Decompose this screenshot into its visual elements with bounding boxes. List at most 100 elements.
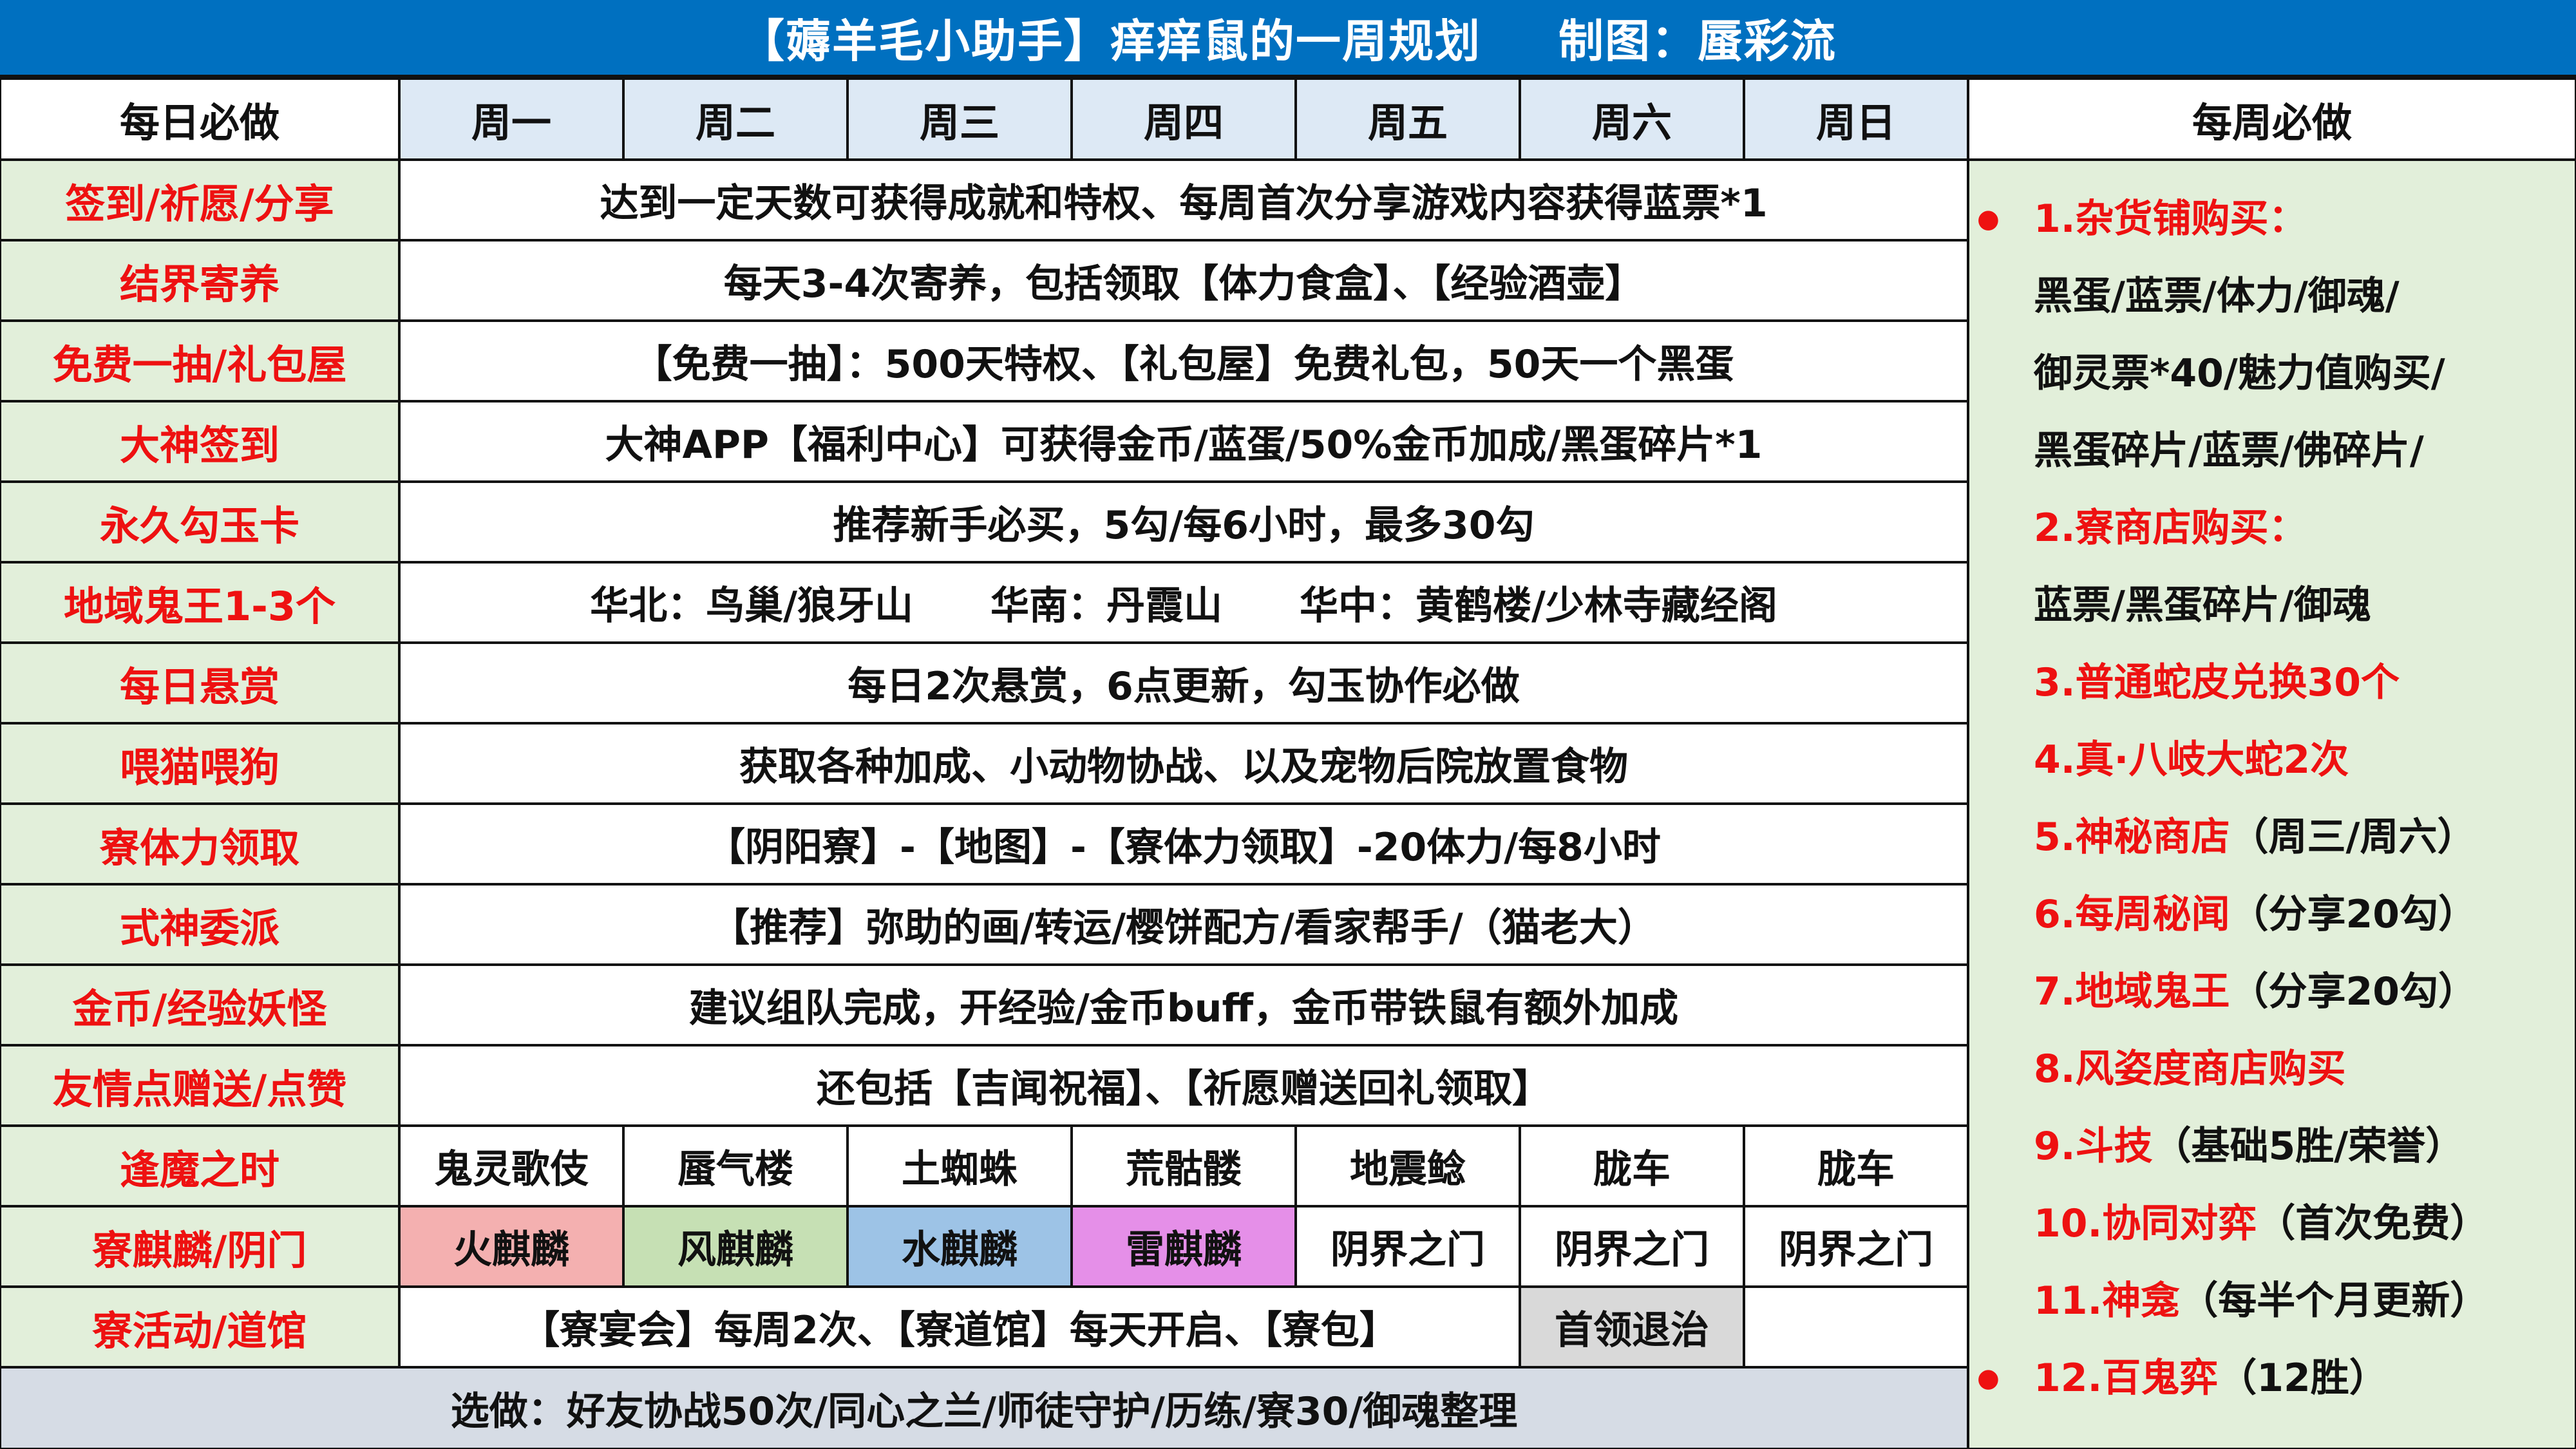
- weekly-item: 黑蛋/蓝票/体力/御魂/: [1969, 258, 2575, 335]
- row-description: 还包括【吉闻祝福】、【祈愿赠送回礼领取】: [399, 1045, 1968, 1126]
- row-label: 金币/经验妖怪: [0, 965, 399, 1045]
- row-description: 获取各种加成、小动物协战、以及宠物后院放置食物: [399, 723, 1968, 804]
- fengmo-day: 土蜘蛛: [848, 1126, 1072, 1206]
- row-description: 【推荐】弥助的画/转运/樱饼配方/看家帮手/（猫老大）: [399, 884, 1968, 965]
- weekly-item: 7.地域鬼王（分享20勾）: [1969, 953, 2575, 1030]
- weekly-item: 蓝票/黑蛋碎片/御魂: [1969, 567, 2575, 644]
- row-label: 签到/祈愿/分享: [0, 160, 399, 240]
- fengmo-day: 蜃气楼: [623, 1126, 848, 1206]
- qilin-day: 雷麒麟: [1072, 1206, 1296, 1287]
- header-weekly: 每周必做: [1968, 79, 2576, 160]
- header-day: 周日: [1744, 79, 1968, 160]
- weekly-item-detail: 黑蛋/蓝票/体力/御魂/: [2034, 274, 2400, 319]
- weekly-item-title: 9.斗技: [2034, 1124, 2153, 1169]
- row-description: 建议组队完成，开经验/金币buff，金币带铁鼠有额外加成: [399, 965, 1968, 1045]
- weekly-item-detail: （周三/周六）: [2230, 815, 2476, 860]
- fengmo-day: 荒骷髅: [1072, 1126, 1296, 1206]
- weekly-item-title: 12.百鬼弈: [2034, 1356, 2219, 1401]
- row-label: 每日悬赏: [0, 643, 399, 723]
- qilin-day: 阴界之门: [1296, 1206, 1520, 1287]
- header-day: 周二: [623, 79, 848, 160]
- weekly-item: ● 12.百鬼弈（12胜）: [1969, 1340, 2575, 1417]
- row-label: 寮麒麟/阴门: [0, 1206, 399, 1287]
- weekly-item-detail: 御灵票*40/魅力值购买/: [2034, 351, 2445, 396]
- row-description: 每日2次悬赏，6点更新，勾玉协作必做: [399, 643, 1968, 723]
- weekly-item: ● 1.杂货铺购买：: [1969, 180, 2575, 258]
- bullet-icon: ●: [1977, 204, 2000, 234]
- weekly-item: 6.每周秘闻（分享20勾）: [1969, 876, 2575, 953]
- qilin-day: 火麒麟: [399, 1206, 623, 1287]
- row-label: 友情点赠送/点赞: [0, 1045, 399, 1126]
- weekly-item: 3.普通蛇皮兑换30个: [1969, 644, 2575, 721]
- weekly-item-detail: （12胜）: [2218, 1356, 2388, 1401]
- weekly-item-title: 2.寮商店购买：: [2034, 506, 2307, 551]
- weekly-item: 10.协同对弈（首次免费）: [1969, 1185, 2575, 1262]
- row-description: 【阴阳寮】-【地图】-【寮体力领取】-20体力/每8小时: [399, 804, 1968, 884]
- weekly-item-title: 6.每周秘闻: [2034, 892, 2230, 937]
- title-bar: 【薅羊毛小助手】痒痒鼠的一周规划 制图：蜃彩流: [0, 0, 2576, 79]
- row-label: 式神委派: [0, 884, 399, 965]
- fengmo-day: 地震鲶: [1296, 1126, 1520, 1206]
- row-description: 【免费一抽】：500天特权、【礼包屋】免费礼包，50天一个黑蛋: [399, 321, 1968, 401]
- weekly-item-title: 8.风姿度商店购买: [2034, 1046, 2346, 1092]
- row-label: 逢魔之时: [0, 1126, 399, 1206]
- weekly-item-title: 7.地域鬼王: [2034, 969, 2230, 1014]
- fengmo-day: 胧车: [1520, 1126, 1744, 1206]
- row-label: 喂猫喂狗: [0, 723, 399, 804]
- weekly-item: 8.风姿度商店购买: [1969, 1030, 2575, 1108]
- row-label: 寮体力领取: [0, 804, 399, 884]
- weekly-item-detail: （分享20勾）: [2230, 969, 2477, 1014]
- header-daily: 每日必做: [0, 79, 399, 160]
- weekly-item-detail: （首次免费）: [2257, 1201, 2489, 1246]
- header-day: 周四: [1072, 79, 1296, 160]
- guild-description: 【寮宴会】每周2次、【寮道馆】每天开启、【寮包】: [399, 1287, 1520, 1367]
- weekly-item-detail: （每半个月更新）: [2179, 1278, 2489, 1323]
- weekly-item-title: 11.神龛: [2034, 1278, 2180, 1323]
- weekly-item: 4.真·八岐大蛇2次: [1969, 721, 2575, 799]
- empty-cell: [1744, 1287, 1968, 1367]
- header-day: 周五: [1296, 79, 1520, 160]
- row-label: 大神签到: [0, 401, 399, 482]
- fengmo-day: 鬼灵歌伎: [399, 1126, 623, 1206]
- weekly-item-title: 3.普通蛇皮兑换30个: [2034, 660, 2400, 705]
- weekly-item-detail: 黑蛋碎片/蓝票/佛碎片/: [2034, 428, 2424, 473]
- row-description: 推荐新手必买，5勾/每6小时，最多30勾: [399, 482, 1968, 562]
- weekly-item: 5.神秘商店（周三/周六）: [1969, 799, 2575, 876]
- row-description: 每天3-4次寄养，包括领取【体力食盒】、【经验酒壶】: [399, 240, 1968, 321]
- header-day: 周一: [399, 79, 623, 160]
- row-description: 华北：鸟巢/狼牙山 华南：丹霞山 华中：黄鹤楼/少林寺藏经阁: [399, 562, 1968, 643]
- row-label: 免费一抽/礼包屋: [0, 321, 399, 401]
- title-main: 【薅羊毛小助手】痒痒鼠的一周规划: [739, 14, 1481, 68]
- weekly-item: 御灵票*40/魅力值购买/: [1969, 335, 2575, 412]
- weekly-item-detail: （基础5胜/荣誉）: [2152, 1124, 2465, 1169]
- weekly-list: ● 1.杂货铺购买： 黑蛋/蓝票/体力/御魂/御灵票*40/魅力值购买/黑蛋碎片/蓝…: [1968, 160, 2576, 1449]
- header-day: 周三: [848, 79, 1072, 160]
- weekly-item-title: 4.真·八岐大蛇2次: [2034, 737, 2349, 782]
- optional-tasks: 选做：好友协战50次/同心之兰/师徒守护/历练/寮30/御魂整理: [0, 1367, 1968, 1449]
- weekly-item: 黑蛋碎片/蓝票/佛碎片/: [1969, 412, 2575, 489]
- row-label: 地域鬼王1-3个: [0, 562, 399, 643]
- qilin-day: 风麒麟: [623, 1206, 848, 1287]
- row-description: 达到一定天数可获得成就和特权、每周首次分享游戏内容获得蓝票*1: [399, 160, 1968, 240]
- weekly-item-title: 10.协同对弈: [2034, 1201, 2257, 1246]
- row-label: 结界寄养: [0, 240, 399, 321]
- weekly-item-title: 5.神秘商店: [2034, 815, 2230, 860]
- weekly-item: 9.斗技（基础5胜/荣誉）: [1969, 1108, 2575, 1185]
- bullet-icon: ●: [1977, 1363, 2000, 1393]
- fengmo-day: 胧车: [1744, 1126, 1968, 1206]
- row-label: 永久勾玉卡: [0, 482, 399, 562]
- header-day: 周六: [1520, 79, 1744, 160]
- row-description: 大神APP【福利中心】可获得金币/蓝蛋/50%金币加成/黑蛋碎片*1: [399, 401, 1968, 482]
- weekly-item-detail: （分享20勾）: [2230, 892, 2477, 937]
- guild-boss: 首领退治: [1520, 1287, 1744, 1367]
- qilin-day: 阴界之门: [1744, 1206, 1968, 1287]
- weekly-item: 2.寮商店购买：: [1969, 489, 2575, 567]
- weekly-item: 11.神龛（每半个月更新）: [1969, 1262, 2575, 1340]
- row-label: 寮活动/道馆: [0, 1287, 399, 1367]
- qilin-day: 水麒麟: [848, 1206, 1072, 1287]
- weekly-item-title: 1.杂货铺购买：: [2034, 196, 2307, 242]
- weekly-item-detail: 蓝票/黑蛋碎片/御魂: [2034, 583, 2371, 628]
- title-author: 制图：蜃彩流: [1558, 14, 1837, 68]
- qilin-day: 阴界之门: [1520, 1206, 1744, 1287]
